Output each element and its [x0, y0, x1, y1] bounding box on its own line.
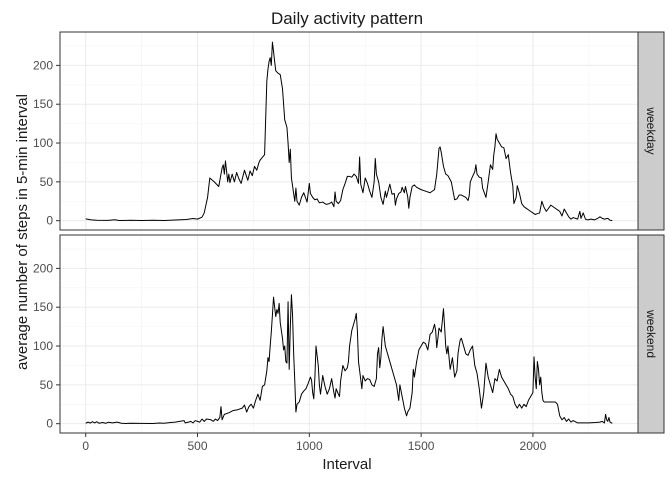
facet-strip-label: weekday	[644, 106, 658, 154]
y-tick-label: 150	[33, 300, 53, 314]
y-tick-label: 200	[33, 58, 53, 72]
grid	[60, 32, 638, 230]
y-tick-label: 0	[46, 214, 53, 228]
facet-strip	[637, 31, 665, 231]
panel-background	[60, 235, 638, 433]
y-tick-label: 200	[33, 261, 53, 275]
chart-title: Daily activity pattern	[271, 9, 423, 28]
y-tick-label: 50	[40, 175, 54, 189]
x-tick-label: 2000	[520, 439, 547, 453]
x-tick-label: 1500	[408, 439, 435, 453]
x-axis: 0 500 1000 1500 2000	[82, 433, 547, 453]
x-axis-title: Interval	[322, 456, 371, 473]
series-line-weekday	[85, 41, 613, 222]
series-line-weekend	[85, 294, 613, 424]
y-axis: 0 50 100 150 200	[33, 58, 60, 228]
panel-weekend: weekend 0 50 100 150 200	[33, 234, 665, 434]
panel-weekday: weekday 0 50 100 150 200	[33, 31, 665, 231]
facet-strip-label: weekend	[644, 309, 658, 358]
y-tick-label: 0	[46, 417, 53, 431]
x-tick-label: 1000	[296, 439, 323, 453]
y-axis: 0 50 100 150 200	[33, 261, 60, 431]
y-tick-label: 150	[33, 97, 53, 111]
facet-strip	[637, 234, 665, 434]
y-axis-title: average number of steps in 5-min interva…	[14, 94, 31, 370]
y-tick-label: 100	[33, 339, 53, 353]
x-tick-label: 0	[82, 439, 89, 453]
y-tick-label: 100	[33, 136, 53, 150]
panel-background	[60, 32, 638, 230]
x-tick-label: 500	[187, 439, 207, 453]
y-tick-label: 50	[40, 378, 54, 392]
